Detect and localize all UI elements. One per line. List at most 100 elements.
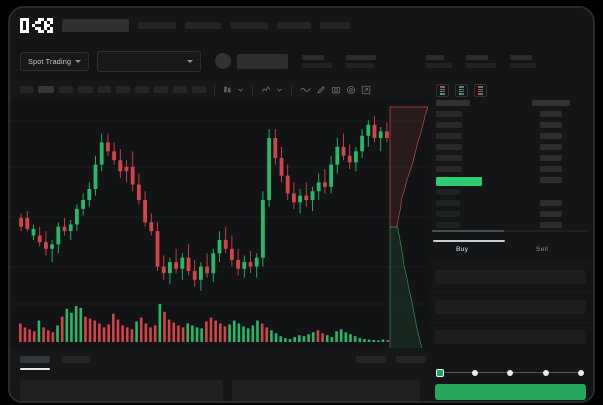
timeframe-button-9[interactable]: [173, 86, 187, 93]
line-wave-icon[interactable]: [300, 85, 311, 94]
nav-item-3[interactable]: [230, 21, 268, 29]
orderbook-row-bid[interactable]: [436, 222, 460, 228]
timeframe-button-10[interactable]: [192, 86, 206, 93]
tab-sell[interactable]: Sell: [536, 246, 549, 253]
volume-bar: [177, 325, 180, 342]
candle-body: [254, 257, 259, 267]
timeframe-button-7[interactable]: [135, 86, 149, 93]
ticker-stats: [288, 54, 537, 68]
trading-mode-select[interactable]: Spot Trading: [20, 51, 90, 71]
slider-step-1[interactable]: [471, 369, 478, 376]
orderbook-spread-row[interactable]: [436, 177, 482, 186]
timeframe-button-1[interactable]: [20, 86, 33, 93]
orderbook-mode-bids[interactable]: [455, 84, 468, 97]
volume-bar: [279, 336, 283, 342]
order-total-field[interactable]: [435, 330, 586, 344]
volume-bar: [358, 338, 362, 342]
slider-step-3[interactable]: [542, 369, 549, 376]
tab-open-orders[interactable]: [20, 356, 50, 363]
toolbar-divider: [252, 84, 253, 95]
volume-bar: [102, 327, 106, 342]
volume-bar: [144, 323, 148, 342]
orderbook-row-ask[interactable]: [436, 144, 462, 150]
volume-bar: [167, 319, 171, 342]
bottom-action-2[interactable]: [396, 356, 426, 363]
orderbook-header-left: [436, 100, 470, 106]
search-input[interactable]: [62, 18, 129, 32]
volume-bar: [181, 327, 185, 342]
bottom-block-left[interactable]: [20, 380, 223, 401]
orderbook-row-ask[interactable]: [436, 166, 462, 172]
timeframe-button-4[interactable]: [78, 86, 93, 93]
candle-body: [180, 257, 185, 269]
slider-step-4[interactable]: [578, 369, 584, 376]
candle-body: [353, 151, 358, 163]
volume-bar: [112, 313, 115, 342]
chevron-down-icon: [75, 59, 82, 63]
volume-bar: [42, 327, 45, 342]
orderbook-scrollbar-thumb[interactable]: [432, 230, 504, 232]
orderbook-mode-glyph: [477, 86, 484, 95]
volume-bar: [209, 317, 213, 342]
stat-label: [426, 54, 445, 60]
orderbook-row-ask[interactable]: [436, 122, 462, 128]
volume-bar: [153, 325, 157, 342]
slider-handle[interactable]: [436, 368, 444, 377]
timeframe-button-3[interactable]: [59, 86, 73, 93]
chevron-down-icon[interactable]: [276, 86, 283, 93]
tab-order-history[interactable]: [62, 356, 90, 363]
volume-bar: [205, 321, 208, 342]
amount-percent-slider[interactable]: [436, 368, 584, 377]
nav-item-4[interactable]: [277, 21, 311, 29]
stat-1: [302, 54, 333, 68]
nav-item-1[interactable]: [138, 21, 176, 29]
submit-buy-button[interactable]: [435, 384, 586, 400]
timeframe-button-5[interactable]: [98, 86, 111, 93]
orderbook-row-bid[interactable]: [436, 189, 460, 195]
pencil-icon[interactable]: [316, 85, 326, 95]
camera-icon[interactable]: [331, 85, 341, 95]
bottom-action-1[interactable]: [356, 356, 386, 363]
orderbook-row-bid[interactable]: [436, 200, 460, 206]
slider-step-2[interactable]: [507, 369, 513, 376]
volume-bar: [321, 333, 324, 342]
volume-bar: [70, 312, 73, 342]
nav-item-5[interactable]: [320, 21, 350, 29]
timeframe-button-2[interactable]: [38, 86, 54, 93]
volume-bar: [186, 323, 190, 342]
trading-mode-label: Spot Trading: [28, 56, 72, 66]
candle-body: [56, 226, 61, 245]
orderbook-mode-both[interactable]: [436, 84, 449, 97]
order-price-field[interactable]: [435, 270, 586, 284]
indicator-icon[interactable]: [261, 85, 271, 94]
candle-body: [124, 166, 129, 172]
orderbook-row-ask[interactable]: [436, 133, 462, 139]
orderbook-row-ask[interactable]: [436, 111, 462, 117]
timeframe-button-8[interactable]: [154, 86, 168, 93]
candlestick-icon[interactable]: [223, 85, 232, 94]
orderbook-list[interactable]: [428, 100, 593, 230]
volume-bar: [307, 334, 310, 342]
candle-body: [310, 191, 315, 201]
chevron-down-icon[interactable]: [237, 86, 244, 93]
volume-bar: [316, 330, 320, 342]
timeframe-button-6[interactable]: [116, 86, 130, 93]
tab-buy[interactable]: Buy: [456, 246, 469, 253]
volume-bar: [46, 330, 50, 342]
pair-select[interactable]: [97, 50, 202, 72]
orderbook-row-bid[interactable]: [436, 211, 460, 217]
orderbook-row-right: [540, 144, 562, 150]
fullscreen-icon[interactable]: [361, 85, 371, 95]
orderbook-mode-glyph: [458, 86, 465, 95]
settings-icon[interactable]: [346, 85, 356, 95]
volume-bar: [125, 327, 129, 342]
order-amount-field[interactable]: [435, 300, 586, 314]
volume-bar: [256, 320, 259, 342]
price-chart[interactable]: [10, 99, 428, 348]
orderbook-row-ask[interactable]: [436, 155, 462, 161]
volume-bar: [325, 335, 329, 342]
okx-logo[interactable]: [20, 17, 53, 33]
nav-item-2[interactable]: [185, 21, 221, 29]
orderbook-mode-asks[interactable]: [474, 84, 487, 97]
bottom-block-right[interactable]: [232, 380, 420, 401]
